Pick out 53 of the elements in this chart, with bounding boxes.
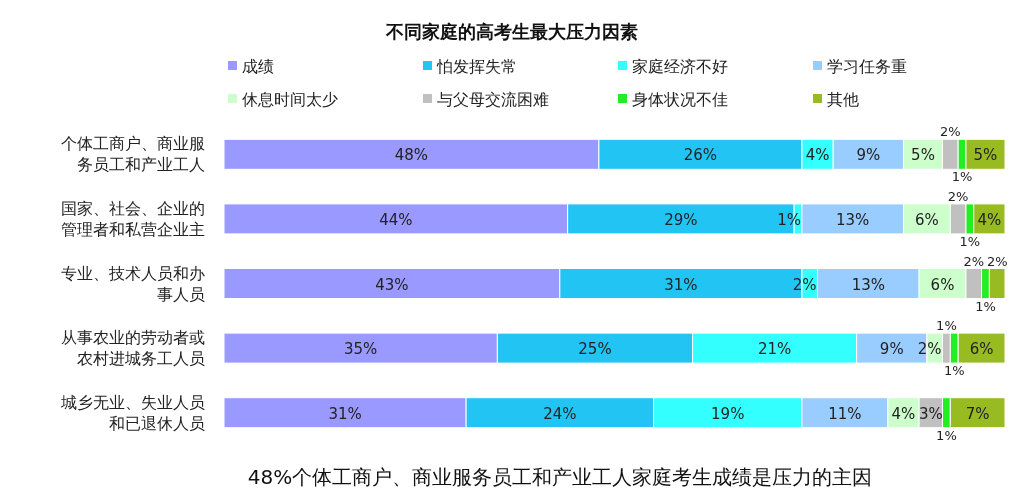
data-label: 13% — [836, 210, 870, 229]
data-label: 9% — [856, 146, 881, 165]
data-label: 43% — [375, 275, 409, 294]
data-label: 35% — [344, 340, 378, 359]
data-label: 1% — [943, 363, 965, 379]
data-label: 1% — [975, 298, 996, 314]
legend-label: 与父母交流困难 — [437, 90, 549, 109]
legend-label: 学习任务重 — [827, 57, 907, 76]
data-label: 25% — [578, 340, 612, 359]
data-label: 21% — [757, 340, 792, 359]
legend-label: 成绩 — [242, 57, 274, 76]
data-label: 1% — [959, 233, 981, 249]
data-label: 1% — [951, 169, 973, 185]
data-label: 24% — [543, 404, 577, 423]
y-tick-label: 从事农业的劳动者或农村进城务工人员 — [61, 328, 205, 369]
data-label: 2% — [986, 253, 1008, 269]
data-label: 3% — [918, 404, 943, 423]
data-label: 2% — [917, 340, 942, 359]
data-label: 26% — [683, 146, 718, 165]
legend-label: 家庭经济不好 — [632, 57, 728, 76]
data-label: 31% — [664, 275, 698, 294]
data-label: 1% — [936, 427, 957, 443]
data-label: 2% — [963, 253, 985, 269]
data-label: 19% — [711, 404, 745, 423]
y-tick-label: 个体工商户、商业服务员工和产业工人 — [61, 134, 205, 175]
data-label: 4% — [891, 404, 916, 423]
data-label: 11% — [828, 404, 862, 423]
y-tick-label: 城乡无业、失业人员和已退休人员 — [60, 392, 205, 433]
data-label: 6% — [930, 275, 955, 294]
data-label: 48% — [394, 146, 429, 165]
legend-label: 其他 — [827, 90, 859, 109]
data-label: 6% — [969, 340, 994, 359]
data-label: 1% — [936, 318, 957, 334]
data-label: 2% — [947, 188, 969, 204]
y-tick-label: 专业、技术人员和办事人员 — [61, 263, 205, 304]
title: 不同家庭的高考生最大压力因素 — [386, 21, 638, 42]
data-label: 2% — [940, 124, 961, 140]
data-label: 29% — [664, 210, 698, 229]
legend-label: 怕发挥失常 — [436, 57, 517, 76]
data-label: 31% — [328, 404, 362, 423]
data-label: 44% — [379, 210, 413, 229]
data-label: 13% — [851, 275, 885, 294]
legend-label: 休息时间太少 — [242, 90, 338, 109]
legend-label: 身体状况不佳 — [632, 90, 728, 109]
data-label: 7% — [965, 404, 990, 423]
data-label: 5% — [973, 146, 998, 165]
annotation: 48%个体工商户、商业服务员工和产业工人家庭考生成绩是压力的主因 — [247, 465, 873, 489]
data-label: 6% — [915, 210, 939, 229]
data-label: 4% — [977, 210, 1002, 229]
data-label: 9% — [879, 340, 904, 359]
data-label: 5% — [911, 146, 935, 165]
y-tick-label: 国家、社会、企业的管理者和私营企业主 — [61, 198, 205, 239]
data-label: 4% — [805, 146, 830, 165]
